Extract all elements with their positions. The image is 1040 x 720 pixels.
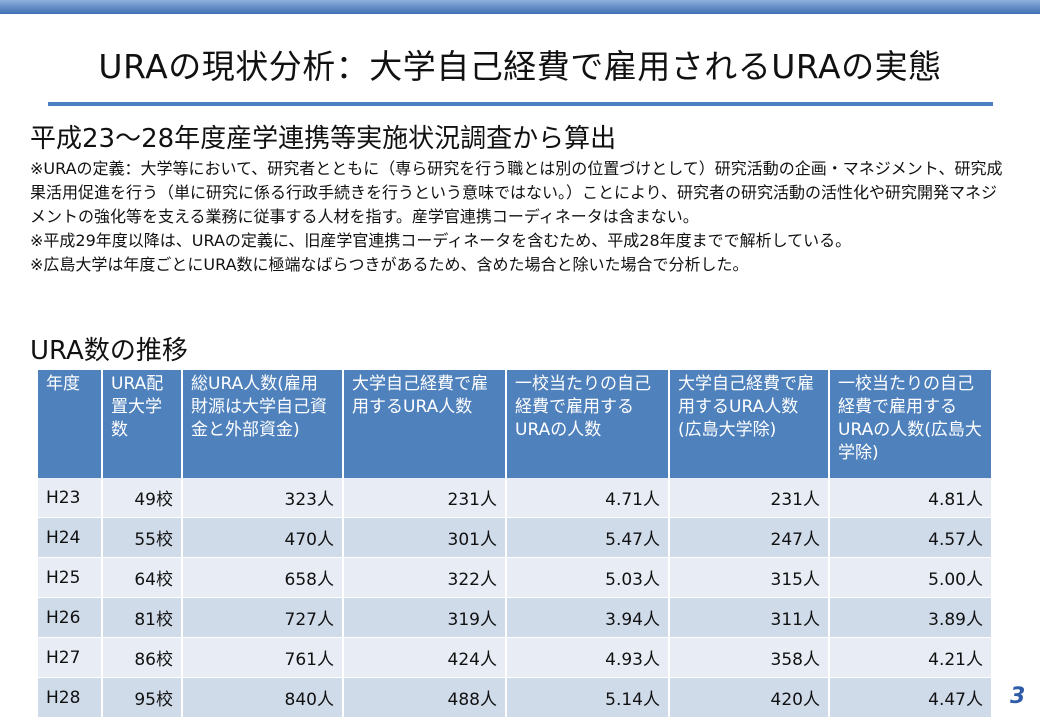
cell-total-ura: 761人 [182, 637, 344, 678]
cell-per-school-excl: 4.81人 [829, 478, 991, 518]
cell-total-ura: 727人 [182, 597, 344, 638]
cell-per-school-excl: 4.47人 [829, 677, 991, 718]
cell-per-school: 3.94人 [506, 597, 670, 638]
cell-self-funded-excl: 311人 [669, 597, 830, 638]
trend-heading: URA数の推移 [30, 336, 188, 366]
cell-year: H24 [38, 517, 103, 558]
survey-heading: 平成23〜28年度産学連携等実施状況調査から算出 [30, 124, 617, 154]
cell-universities: 95校 [102, 677, 183, 718]
cell-self-funded-excl: 420人 [669, 677, 830, 718]
title-divider [48, 102, 993, 106]
note-ura-definition: ※URAの定義：大学等において、研究者とともに（専ら研究を行う職とは別の位置づけ… [30, 159, 1003, 226]
cell-per-school: 5.14人 [506, 677, 670, 718]
cell-year: H23 [38, 478, 103, 518]
cell-self-funded-ura: 424人 [343, 637, 507, 678]
cell-year: H25 [38, 557, 103, 598]
cell-universities: 49校 [102, 478, 183, 518]
definition-notes: ※URAの定義：大学等において、研究者とともに（専ら研究を行う職とは別の位置づけ… [30, 157, 1010, 277]
cell-universities: 81校 [102, 597, 183, 638]
table-row: H28 95校 840人 488人 5.14人 420人 4.47人 [38, 677, 991, 718]
header-total-ura: 総URA人数(雇用財源は大学自己資金と外部資金) [182, 370, 344, 478]
header-year: 年度 [38, 370, 103, 478]
header-universities: URA配置大学数 [102, 370, 183, 478]
cell-per-school-excl: 3.89人 [829, 597, 991, 638]
cell-universities: 86校 [102, 637, 183, 678]
table-header-row: 年度 URA配置大学数 総URA人数(雇用財源は大学自己資金と外部資金) 大学自… [38, 370, 991, 478]
table-row: H23 49校 323人 231人 4.71人 231人 4.81人 [38, 478, 991, 518]
cell-per-school: 4.71人 [506, 478, 670, 518]
cell-per-school: 4.93人 [506, 637, 670, 678]
cell-self-funded-excl: 231人 [669, 478, 830, 518]
table-row: H24 55校 470人 301人 5.47人 247人 4.57人 [38, 517, 991, 558]
cell-self-funded-ura: 488人 [343, 677, 507, 718]
cell-total-ura: 323人 [182, 478, 344, 518]
cell-year: H26 [38, 597, 103, 638]
cell-self-funded-ura: 231人 [343, 478, 507, 518]
top-decorative-band [0, 0, 1040, 14]
header-per-school-excl-hiroshima: 一校当たりの自己経費で雇用するURAの人数(広島大学除) [829, 370, 991, 478]
cell-year: H27 [38, 637, 103, 678]
cell-year: H28 [38, 677, 103, 718]
cell-total-ura: 658人 [182, 557, 344, 598]
cell-self-funded-ura: 319人 [343, 597, 507, 638]
cell-self-funded-excl: 315人 [669, 557, 830, 598]
header-self-funded-ura: 大学自己経費で雇用するURA人数 [343, 370, 507, 478]
cell-universities: 64校 [102, 557, 183, 598]
cell-self-funded-ura: 322人 [343, 557, 507, 598]
cell-universities: 55校 [102, 517, 183, 558]
cell-per-school: 5.03人 [506, 557, 670, 598]
cell-total-ura: 840人 [182, 677, 344, 718]
cell-per-school-excl: 5.00人 [829, 557, 991, 598]
cell-self-funded-ura: 301人 [343, 517, 507, 558]
note-analysis-period: ※平成29年度以降は、URAの定義に、旧産学官連携コーディネータを含むため、平成… [30, 231, 852, 250]
cell-total-ura: 470人 [182, 517, 344, 558]
cell-per-school-excl: 4.21人 [829, 637, 991, 678]
header-self-funded-excl-hiroshima: 大学自己経費で雇用するURA人数(広島大学除) [669, 370, 830, 478]
table-row: H26 81校 727人 319人 3.94人 311人 3.89人 [38, 597, 991, 638]
note-hiroshima: ※広島大学は年度ごとにURA数に極端なばらつきがあるため、含めた場合と除いた場合… [30, 255, 749, 274]
header-per-school: 一校当たりの自己経費で雇用するURAの人数 [506, 370, 670, 478]
table-row: H25 64校 658人 322人 5.03人 315人 5.00人 [38, 557, 991, 598]
ura-trend-table: 年度 URA配置大学数 総URA人数(雇用財源は大学自己資金と外部資金) 大学自… [38, 370, 991, 718]
cell-per-school-excl: 4.57人 [829, 517, 991, 558]
cell-self-funded-excl: 358人 [669, 637, 830, 678]
table-row: H27 86校 761人 424人 4.93人 358人 4.21人 [38, 637, 991, 678]
page-number: 3 [1010, 684, 1026, 709]
cell-self-funded-excl: 247人 [669, 517, 830, 558]
slide-title: URAの現状分析：大学自己経費で雇用されるURAの実態 [98, 47, 942, 86]
cell-per-school: 5.47人 [506, 517, 670, 558]
